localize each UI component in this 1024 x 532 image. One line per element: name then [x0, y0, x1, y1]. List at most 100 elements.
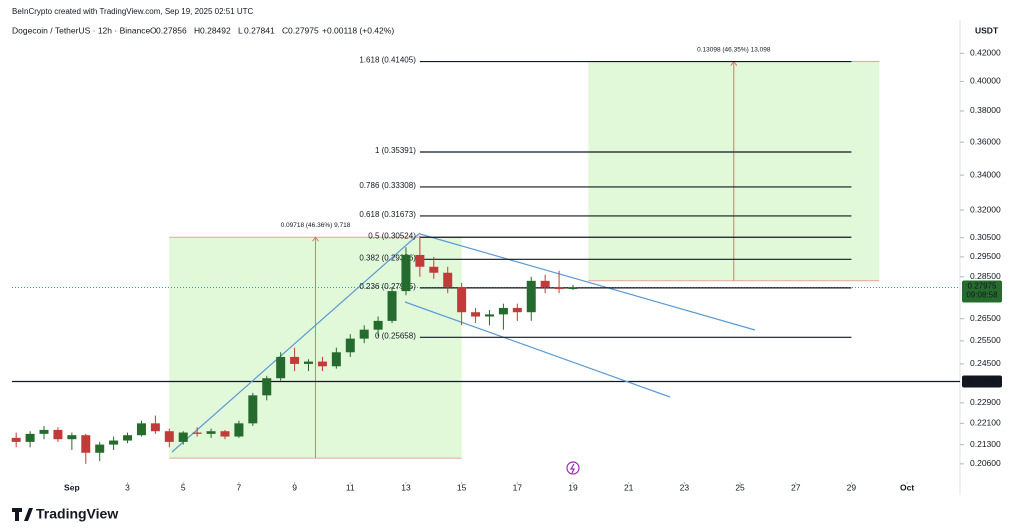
x-tick-label: 3 — [125, 482, 130, 492]
logo-mark — [12, 508, 33, 521]
candle-body — [345, 338, 355, 353]
candle-body — [178, 432, 188, 442]
x-tick-label: 21 — [624, 482, 634, 492]
candle-body — [554, 286, 564, 290]
y-tick-label: 0.40000 — [970, 76, 1001, 86]
countdown: 09:08:58 — [966, 291, 998, 300]
candle-body — [11, 437, 21, 442]
candle-body — [484, 314, 494, 317]
fib-label: 1.618 (0.41405) — [359, 56, 416, 65]
ohlc-value: 0.28492 — [200, 25, 231, 35]
candle-body — [373, 320, 383, 330]
ohlc-value: 0.27841 — [244, 25, 275, 35]
y-tick-label: 0.30500 — [970, 232, 1001, 242]
candle-body — [415, 254, 425, 267]
candle-body — [359, 329, 369, 339]
ohlc-value: 0.27856 — [156, 25, 187, 35]
candle-body — [512, 307, 522, 313]
candle-body — [317, 361, 327, 367]
ohlc-key: L — [238, 25, 243, 35]
channel-lower — [404, 301, 671, 398]
last-price-label: 0.27975 — [968, 282, 997, 291]
y-tick-label: 0.34000 — [970, 169, 1001, 179]
candle-body — [67, 435, 77, 440]
x-tick-label: 29 — [847, 482, 857, 492]
candle-body — [526, 280, 536, 313]
event-icon-bolt — [569, 463, 575, 474]
y-tick-label: 0.20600 — [970, 458, 1001, 468]
x-tick-label: 11 — [346, 482, 355, 492]
candle-body — [443, 272, 453, 287]
range-label: 0.09718 (46.36%) 9,718 — [281, 222, 351, 229]
candle-body — [109, 440, 119, 445]
x-tick-label: 5 — [181, 482, 186, 492]
y-tick-label: 0.29500 — [970, 251, 1001, 261]
currency: USDT — [975, 25, 999, 35]
x-tick-label: Sep — [64, 482, 80, 492]
fib-label: 0.618 (0.31673) — [359, 210, 416, 219]
candle-body — [429, 266, 439, 273]
candle-body — [276, 356, 286, 379]
fib-label: 0.5 (0.30524) — [368, 231, 416, 240]
candle-body — [387, 291, 397, 321]
y-tick-label: 0.32000 — [970, 204, 1001, 214]
y-tick-label: 0.28500 — [970, 271, 1001, 281]
candle-body — [401, 254, 411, 292]
x-tick-label: 7 — [237, 482, 242, 492]
x-tick-label: 23 — [680, 482, 690, 492]
channel-upper — [419, 233, 756, 331]
candle-body — [53, 429, 63, 440]
range-label: 0.13098 (46.35%) 13,098 — [697, 46, 771, 53]
x-tick-label: Oct — [900, 482, 914, 492]
ohlc-change: +0.00118 (+0.42%) — [322, 25, 394, 35]
candle-body — [123, 435, 133, 441]
x-tick-label: 17 — [513, 482, 523, 492]
y-tick-label: 0.38000 — [970, 105, 1001, 115]
candle-body — [39, 429, 49, 434]
candle-body — [25, 433, 35, 442]
y-tick-label: 0.42000 — [970, 48, 1001, 58]
candle-body — [248, 395, 258, 424]
candle-body — [234, 423, 244, 437]
last-price-badge — [962, 280, 1002, 303]
candle-body — [206, 431, 216, 434]
candle-body — [471, 312, 481, 317]
credit: BeInCrypto created with TradingView.com,… — [12, 7, 254, 16]
candle-body — [568, 287, 578, 290]
x-tick-label: 25 — [735, 482, 745, 492]
x-tick-label: 19 — [568, 482, 578, 492]
candle-body — [290, 356, 300, 364]
x-tick-label: 13 — [401, 482, 411, 492]
y-tick-label: 0.36000 — [970, 136, 1001, 146]
logo: TradingView — [12, 506, 118, 522]
candle-body — [81, 435, 91, 453]
y-tick-label: 0.24500 — [970, 358, 1001, 368]
y-tick-label: 0.22900 — [970, 397, 1001, 407]
x-tick-label: 9 — [292, 482, 297, 492]
candle-body — [262, 378, 272, 396]
event-icon — [566, 461, 580, 475]
range-arrow-head — [312, 236, 319, 242]
trendline — [171, 232, 421, 453]
candle-body — [457, 286, 467, 313]
candle-body — [331, 352, 341, 367]
fib-label: 0.786 (0.33308) — [359, 181, 416, 190]
fib-label: 0.382 (0.29376) — [359, 253, 416, 262]
ohlc-key: C — [282, 25, 288, 35]
candle-body — [164, 431, 174, 442]
candle-body — [540, 280, 550, 287]
candle-body — [498, 307, 508, 315]
candle-body — [136, 423, 146, 436]
drawings-back: 0.09718 (46.36%) 9,718 0.13098 (46.35%) 1… — [12, 46, 960, 459]
logo-text: TradingView — [36, 506, 118, 522]
support-badge — [962, 375, 1002, 388]
x-tick-label: 15 — [457, 482, 467, 492]
y-tick-label: 0.25500 — [970, 335, 1001, 345]
symbol: Dogecoin / TetherUS · 12h · Binance — [12, 25, 151, 35]
fib-label: 0 (0.25658) — [375, 331, 416, 340]
candle-body — [150, 423, 160, 432]
y-tick-label: 0.22100 — [970, 418, 1001, 428]
y-tick-label: 0.21300 — [970, 439, 1001, 449]
y-tick-label: 0.26500 — [970, 313, 1001, 323]
